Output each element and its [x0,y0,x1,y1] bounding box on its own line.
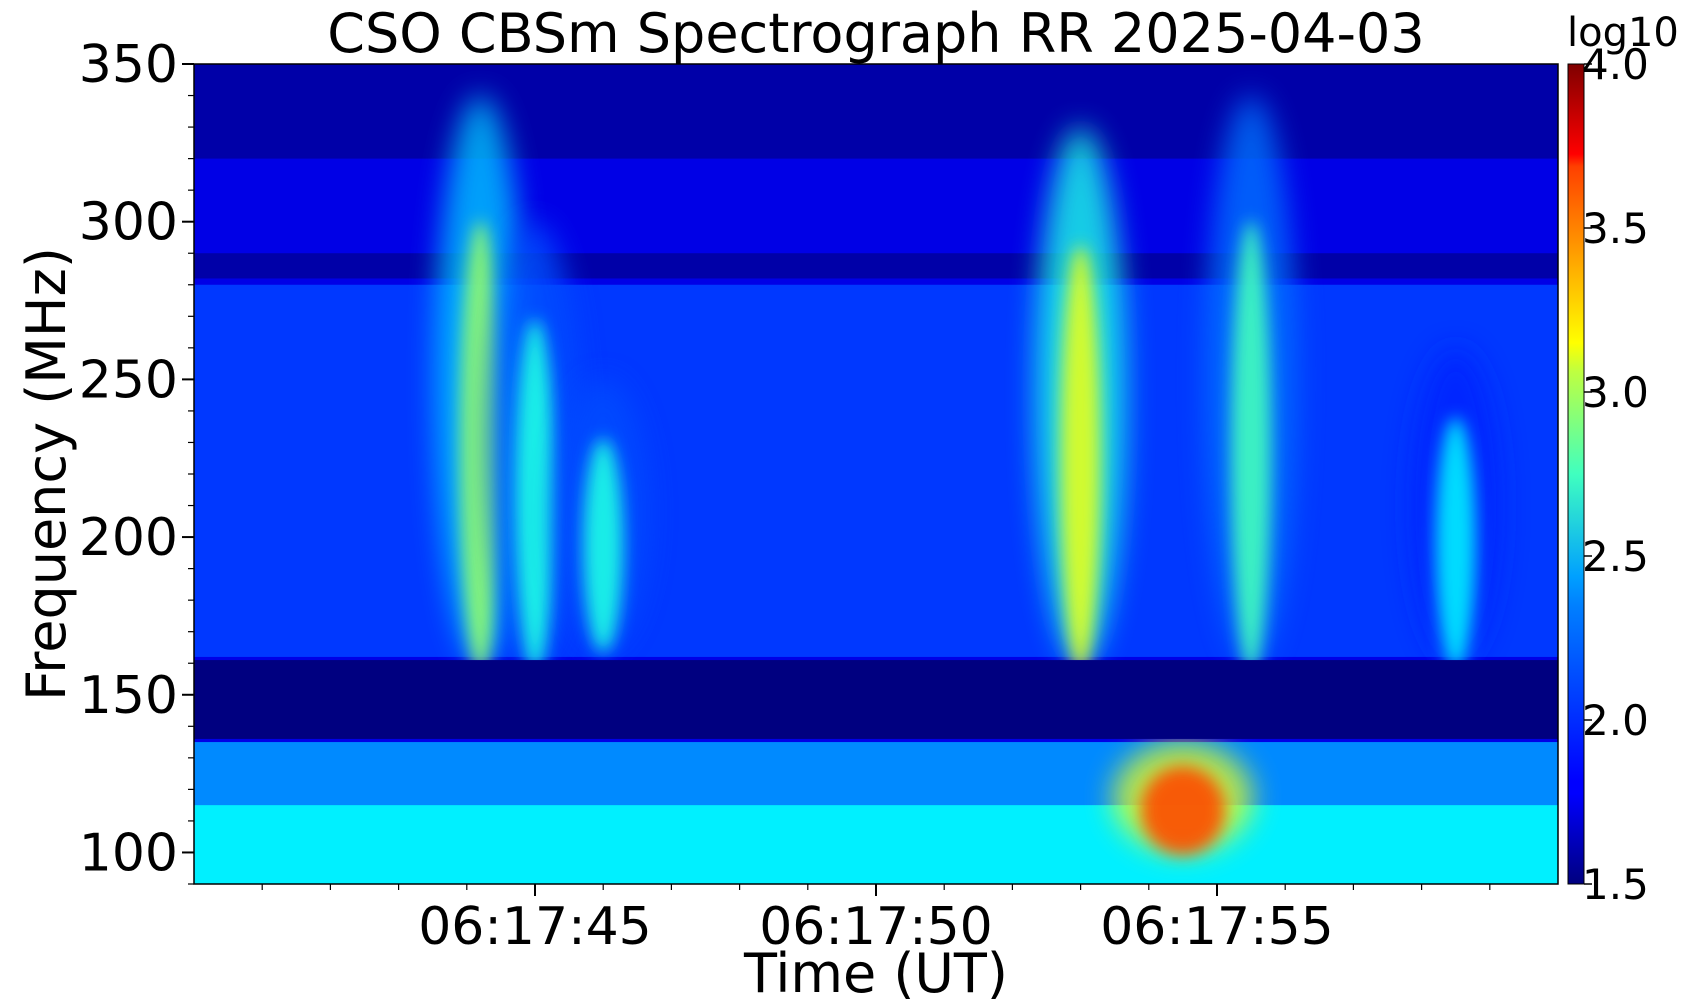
heatmap-area [194,64,1558,884]
y-tick-label-300: 300 [79,193,178,253]
colorbar-axis: 1.5 2.0 2.5 3.0 3.5 4.0 [1582,40,1649,909]
burst-core-3 [1060,245,1101,674]
heatmap-upper-band [194,284,1558,657]
colorbar-tick-label-3.0: 3.0 [1582,368,1649,417]
burst-core-0 [460,220,501,675]
colorbar-tick-label-4.0: 4.0 [1582,40,1649,89]
colorbar-label: log10 [1567,10,1679,56]
burst-core-5 [1231,220,1272,675]
y-tick-label-350: 350 [79,35,178,95]
colorbar-tick-label-2.5: 2.5 [1582,532,1649,581]
chart-title: CSO CBSm Spectrograph RR 2025-04-03 [327,2,1424,65]
colorbar-tick-label-3.5: 3.5 [1582,204,1649,253]
heatmap-gap-band [194,660,1558,739]
x-axis: 06:17:45 06:17:50 06:17:55 [261,884,1491,957]
burst-core-2 [583,438,624,653]
x-axis-label: Time (UT) [743,942,1008,1002]
colorbar [1567,63,1585,885]
burst-core-1 [515,318,555,673]
x-tick-label-1: 06:17:50 [759,897,993,957]
x-tick-label-0: 06:17:45 [418,897,652,957]
y-tick-label-100: 100 [79,823,178,883]
y-tick-label-250: 250 [79,350,178,410]
heatmap-lowest-band [194,805,1558,884]
y-axis: 100 150 200 250 300 350 [79,35,194,885]
colorbar-tick-label-2.0: 2.0 [1582,696,1649,745]
y-tick-label-200: 200 [79,508,178,568]
heatmap-top-band [194,64,1558,159]
burst-core-4 [1140,766,1225,855]
heatmap-dark-strip [194,253,1558,279]
y-tick-label-150: 150 [79,666,178,726]
burst-core-6 [1435,417,1476,670]
x-tick-label-2: 06:17:55 [1100,897,1334,957]
colorbar-tick-label-1.5: 1.5 [1582,860,1649,909]
y-axis-label: Frequency (MHz) [15,247,78,701]
